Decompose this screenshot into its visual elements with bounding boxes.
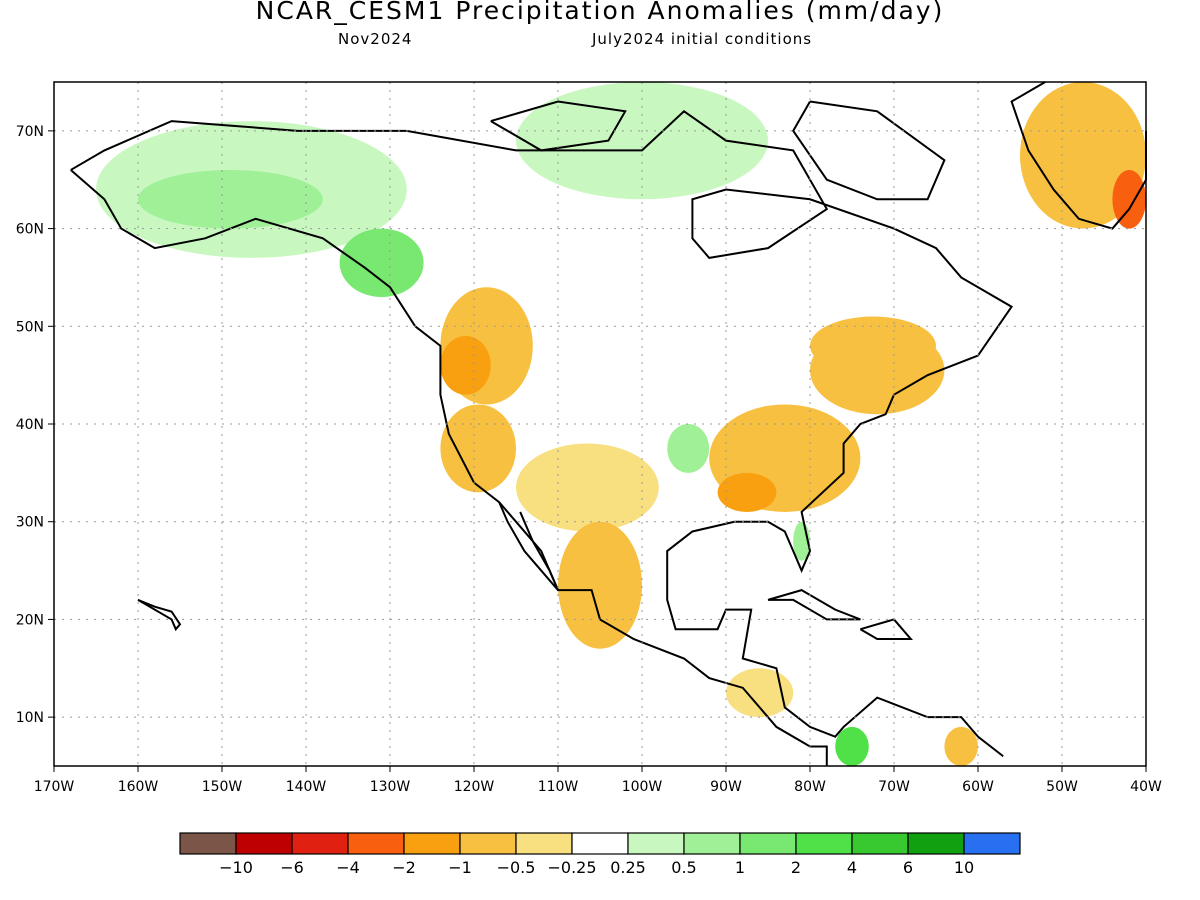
anomaly-fills: [96, 82, 1146, 766]
anomaly-venezuela-dry: [944, 726, 978, 766]
greenland-coast: [1010, 81, 1147, 230]
lon-tick-label: 70W: [878, 779, 910, 795]
lat-tick-label: 70N: [16, 124, 44, 140]
colorbar-swatch: [739, 832, 797, 855]
colorbar-label: −6: [280, 858, 304, 877]
colorbar-swatch: [347, 832, 405, 855]
anomaly-quebec-dry: [810, 316, 936, 376]
colorbar-swatch: [235, 832, 293, 855]
lon-tick-label: 130W: [370, 779, 411, 795]
baja-california: [498, 501, 559, 591]
lat-tick-label: 10N: [16, 710, 44, 726]
anomaly-pacific-northwest-core-dry: [440, 336, 491, 395]
lon-tick-label: 40W: [1130, 779, 1162, 795]
colorbar-label: 4: [847, 858, 857, 877]
hispaniola: [859, 618, 913, 640]
lat-tick-label: 30N: [16, 515, 44, 531]
lon-tick-label: 80W: [794, 779, 826, 795]
lon-tick-label: 110W: [538, 779, 579, 795]
map-frame: [53, 81, 1147, 767]
colorbar-label: −2: [392, 858, 416, 877]
hawaii: [137, 598, 182, 632]
colorbar-swatch: [291, 832, 349, 855]
anomaly-greenland-core-dry: [1112, 169, 1146, 229]
lat-tick-label: 20N: [16, 612, 44, 628]
lon-tick-label: 160W: [118, 779, 159, 795]
colorbar-label: 6: [903, 858, 913, 877]
lon-tick-label: 100W: [622, 779, 663, 795]
anomaly-arctic-archipelago-wet: [516, 82, 768, 200]
colorbar-label: 1: [735, 858, 745, 877]
anomaly-mexico-pacific-dry: [558, 521, 642, 649]
anomaly-southwest-dry: [516, 443, 659, 532]
forecast-month: Nov2024: [338, 30, 413, 48]
colorbar-swatch: [179, 832, 237, 855]
colorbar-swatch: [851, 832, 909, 855]
chart-title: NCAR_CESM1 Precipitation Anomalies (mm/d…: [255, 0, 945, 25]
lat-tick-label: 50N: [16, 319, 44, 335]
north-america-coast: [70, 110, 1014, 758]
colorbar-label: −4: [336, 858, 360, 877]
colorbar-label: −0.5: [497, 858, 536, 877]
cuba: [767, 589, 861, 621]
colorbar-swatch: [627, 832, 685, 855]
victoria-island: [490, 100, 627, 152]
colorbar-label: 0.5: [671, 858, 696, 877]
colorbar-swatch: [683, 832, 741, 855]
colorbar-label: −1: [448, 858, 472, 877]
longitude-labels: 170W 160W 150W 140W 130W 120W 110W 100W 90W 80W 70…: [34, 779, 1162, 795]
anomaly-central-america-dry: [726, 668, 794, 718]
colorbar-swatch: [963, 832, 1021, 855]
colorbar-label: −0.25: [547, 858, 596, 877]
colorbar-swatch: [403, 832, 461, 855]
baffin-island: [792, 100, 946, 201]
lat-tick-label: 40N: [16, 417, 44, 433]
anomaly-colombia-wet: [835, 726, 869, 766]
anomaly-bc-coast-wet: [339, 228, 424, 297]
initial-conditions: July2024 initial conditions: [592, 30, 813, 48]
colorbar-swatch: [907, 832, 965, 855]
colorbar-label: 0.25: [610, 858, 646, 877]
anomaly-plains-wet: [667, 424, 710, 473]
lon-tick-label: 170W: [34, 779, 75, 795]
colorbar-swatch: [515, 832, 573, 855]
lon-tick-label: 140W: [286, 779, 327, 795]
latitude-labels: 70N 60N 50N 40N 30N 20N 10N: [16, 124, 44, 726]
colorbar-label: −10: [219, 858, 253, 877]
colorbar-label: 10: [954, 858, 974, 877]
colorbar-swatch: [795, 832, 853, 855]
anomaly-california-dry: [440, 404, 516, 493]
colorbar: −10 −6 −4 −2 −1 −0.5 −0.25 0.25 0.5 1 2 4 6 10: [179, 832, 1021, 877]
lon-tick-label: 150W: [202, 779, 243, 795]
colorbar-label: 2: [791, 858, 801, 877]
lon-tick-label: 120W: [454, 779, 495, 795]
colorbar-swatch: [459, 832, 517, 855]
anomaly-alaska-core-wet: [138, 169, 323, 229]
anomaly-southeast-core-dry: [717, 472, 777, 512]
lon-tick-label: 50W: [1046, 779, 1078, 795]
coastlines: [70, 81, 1147, 766]
lon-tick-label: 60W: [962, 779, 994, 795]
colorbar-swatch: [571, 832, 629, 855]
gridlines: [48, 82, 1147, 772]
lon-tick-label: 90W: [710, 779, 742, 795]
lat-tick-label: 60N: [16, 222, 44, 238]
